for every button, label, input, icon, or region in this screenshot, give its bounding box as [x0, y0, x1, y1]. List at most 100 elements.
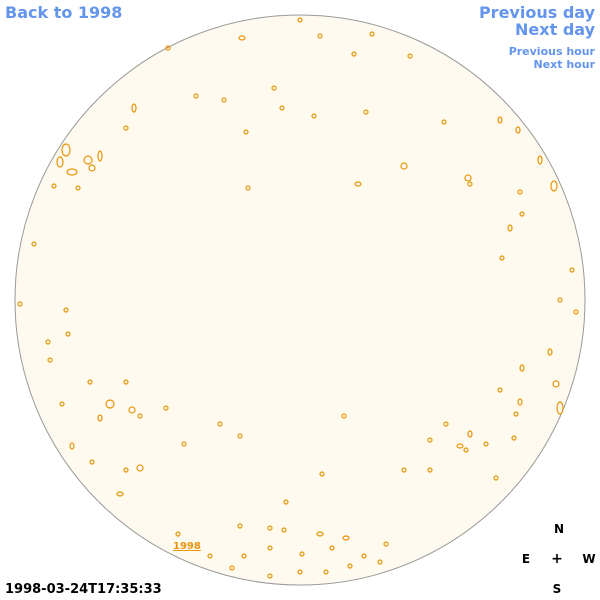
active-region-contour — [243, 129, 249, 135]
active-region-contour — [519, 211, 525, 217]
active-region-contour — [493, 475, 499, 481]
active-region-contour — [136, 464, 144, 472]
active-region-contour — [407, 53, 413, 59]
active-region-contour — [441, 119, 447, 125]
active-region-contour — [165, 45, 171, 51]
active-region-contour — [47, 357, 53, 363]
active-region-contour — [463, 447, 469, 453]
active-region-contour — [97, 414, 103, 422]
active-region-contour — [267, 545, 273, 551]
active-region-contour — [556, 401, 564, 415]
active-region-contour — [377, 559, 383, 565]
next-hour-link[interactable]: Next hour — [533, 58, 596, 71]
active-region-contour — [128, 406, 136, 414]
active-region-contour — [427, 437, 433, 443]
active-region-contour — [507, 224, 513, 232]
active-region-contour — [51, 183, 57, 189]
solar-disk — [14, 14, 586, 586]
active-region-contour — [123, 467, 129, 473]
active-region-contour — [354, 181, 362, 187]
active-region-contour — [483, 441, 489, 447]
active-region-contour — [88, 164, 96, 172]
active-region-contour — [207, 553, 213, 559]
active-region-contour — [369, 31, 375, 37]
active-region-contour — [317, 33, 323, 39]
active-region-contour — [569, 267, 575, 273]
active-region-contour — [456, 443, 464, 449]
active-region-contour — [105, 399, 115, 409]
active-region-contour — [17, 301, 23, 307]
previous-day-link[interactable]: Previous day — [478, 3, 595, 22]
compass-west-label: W — [582, 552, 596, 566]
active-region-contour — [31, 241, 37, 247]
active-region-contour — [283, 499, 289, 505]
active-region-contour — [217, 421, 223, 427]
active-region-contour — [267, 573, 273, 579]
active-region-contour — [342, 535, 350, 541]
active-region-contour — [116, 491, 124, 497]
active-region-contour — [511, 435, 517, 441]
active-region-contour — [271, 85, 277, 91]
active-region-contour — [537, 155, 543, 165]
active-region-contour — [351, 51, 357, 57]
active-region-contour — [83, 155, 93, 165]
active-region-contour — [513, 411, 519, 417]
compass-south-label: S — [552, 582, 562, 596]
active-region-contour — [45, 339, 51, 345]
observation-timestamp: 1998-03-24T17:35:33 — [5, 582, 162, 597]
active-region-contour — [299, 551, 305, 557]
active-region-contour — [361, 553, 367, 559]
active-region-contour — [237, 523, 243, 529]
active-region-contour — [329, 545, 335, 551]
active-region-contour — [383, 541, 389, 547]
back-to-year-link[interactable]: Back to 1998 — [5, 3, 123, 22]
active-region-contour — [279, 105, 285, 111]
compass-north-label: N — [553, 522, 565, 536]
active-region-contour — [163, 405, 169, 411]
active-region-contour — [311, 113, 317, 119]
active-region-contour — [297, 569, 303, 575]
next-day-link[interactable]: Next day — [515, 20, 595, 39]
active-region-contour — [297, 17, 303, 23]
active-region-contour — [66, 168, 78, 176]
active-region-contour — [87, 379, 93, 385]
previous-hour-link[interactable]: Previous hour — [508, 45, 595, 58]
active-region-contour — [123, 125, 129, 131]
active-region-contour — [137, 413, 143, 419]
active-region-contour — [97, 150, 103, 162]
active-region-contour — [63, 307, 69, 313]
active-region-contour — [56, 156, 64, 168]
active-region-contour — [245, 185, 251, 191]
active-region-contour — [519, 364, 525, 372]
active-region-contour — [515, 126, 521, 134]
active-region-contour — [467, 181, 473, 187]
year-link[interactable]: 1998 — [173, 541, 201, 552]
active-region-contour — [59, 401, 65, 407]
active-region-contour — [316, 531, 324, 537]
active-region-contour — [497, 387, 503, 393]
active-region-contour — [499, 255, 505, 261]
active-region-contour — [69, 442, 75, 450]
active-region-contour — [323, 569, 329, 575]
active-region-contour — [229, 565, 235, 571]
active-region-contour — [517, 398, 523, 406]
active-region-contour — [61, 143, 71, 157]
active-region-contour — [347, 563, 353, 569]
active-region-contour — [401, 467, 407, 473]
active-region-contour — [123, 379, 129, 385]
active-region-contours — [17, 17, 579, 579]
active-region-contour — [65, 331, 71, 337]
active-region-contour — [557, 297, 563, 303]
active-region-contour — [131, 103, 137, 113]
active-region-contour — [75, 185, 81, 191]
active-region-contour — [550, 180, 558, 192]
active-region-contour — [319, 471, 325, 477]
active-region-contour — [237, 433, 243, 439]
active-region-contour — [193, 93, 199, 99]
compass-east-label: E — [521, 552, 531, 566]
active-region-contour — [497, 116, 503, 124]
active-region-contour — [517, 189, 523, 195]
active-region-contour — [175, 531, 181, 537]
